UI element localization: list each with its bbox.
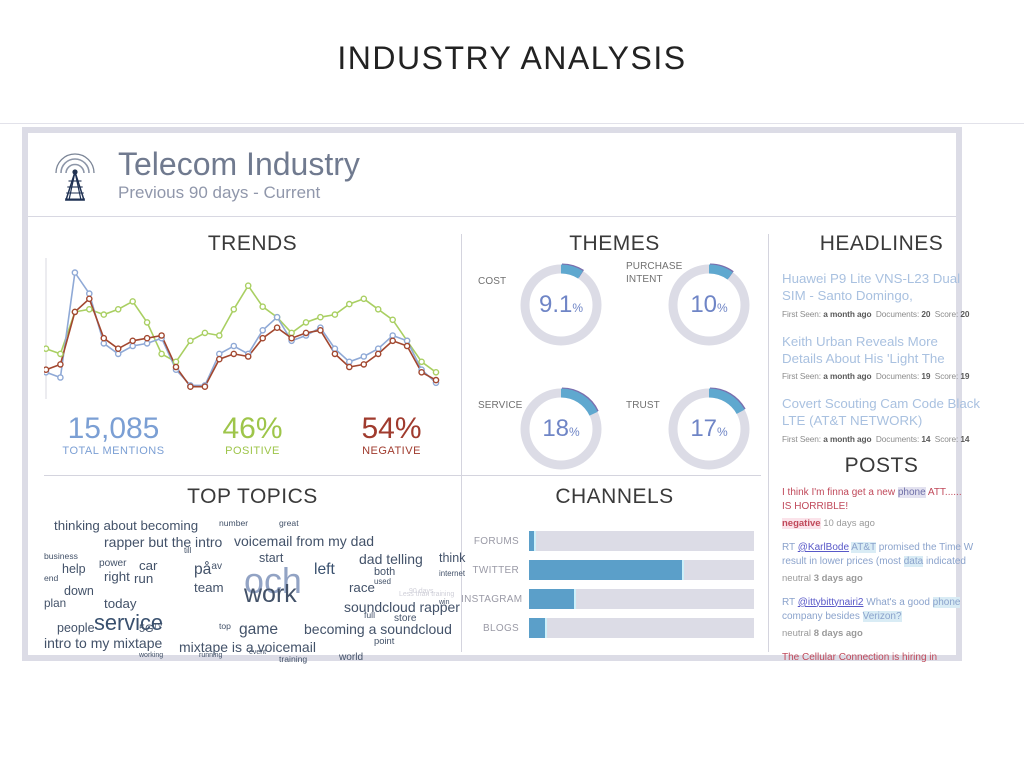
svg-text:10%: 10% — [690, 291, 728, 318]
svg-text:17%: 17% — [690, 415, 728, 442]
svg-text:9.1%: 9.1% — [539, 291, 583, 318]
svg-text:18%: 18% — [542, 415, 580, 442]
